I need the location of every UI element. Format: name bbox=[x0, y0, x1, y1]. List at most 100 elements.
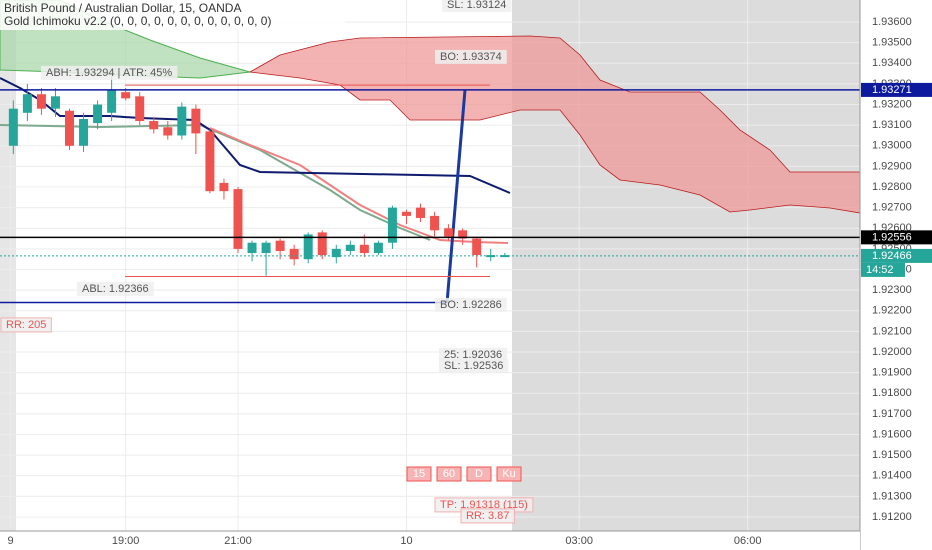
candle-body bbox=[135, 96, 145, 122]
chart-title: British Pound / Australian Dollar, 15, O… bbox=[4, 1, 241, 15]
price-badge bbox=[861, 82, 932, 97]
timeframe-button-label[interactable]: 60 bbox=[443, 468, 455, 480]
annotation-box bbox=[435, 297, 507, 312]
candle-body bbox=[444, 228, 454, 237]
y-tick-label: 1.93200 bbox=[872, 98, 912, 110]
candle-body bbox=[50, 96, 60, 109]
y-tick-label: 1.93100 bbox=[872, 119, 912, 131]
annotation-box bbox=[439, 347, 508, 362]
countdown-label: 14:52 bbox=[866, 264, 894, 276]
y-tick-label: 1.92300 bbox=[872, 284, 912, 296]
y-tick-label: 1.91800 bbox=[872, 387, 912, 399]
candle-body bbox=[177, 106, 187, 136]
annotation: ABH: 1.93294 | ATR: 45% bbox=[46, 67, 172, 79]
candle-body bbox=[458, 230, 468, 239]
annotation: BO: 1.93374 bbox=[440, 51, 502, 63]
annotation: TP: 1.91318 (115) bbox=[440, 499, 528, 511]
candle-body bbox=[205, 131, 215, 192]
candle-body bbox=[93, 104, 103, 124]
annotation-box bbox=[0, 317, 52, 333]
candle-body bbox=[65, 110, 74, 146]
y-tick-label: 1.91200 bbox=[872, 511, 912, 523]
timeframe-button-label[interactable]: D bbox=[475, 468, 483, 480]
candle-body bbox=[275, 240, 285, 251]
candle-body bbox=[22, 94, 32, 113]
countdown-badge bbox=[861, 262, 905, 277]
annotation: RR: 3.87 bbox=[466, 510, 509, 522]
candle-body bbox=[345, 244, 355, 251]
y-tick-label: 1.93400 bbox=[872, 57, 912, 69]
y-tick-label: 1.92800 bbox=[872, 181, 912, 193]
price-badge-label: 1.92466 bbox=[872, 250, 912, 262]
x-tick-label: 06:00 bbox=[734, 535, 762, 547]
y-tick-label: 1.92200 bbox=[872, 305, 912, 317]
candle-body bbox=[8, 108, 18, 146]
candle-body bbox=[331, 248, 341, 258]
conversion-line bbox=[0, 77, 511, 194]
time-axis bbox=[0, 531, 860, 550]
candle-body bbox=[486, 255, 496, 258]
timeframe-button-label[interactable]: 15 bbox=[413, 468, 425, 480]
candle-body bbox=[233, 189, 243, 249]
breakout-line bbox=[445, 89, 467, 304]
x-tick-label: 9 bbox=[7, 535, 13, 547]
y-tick-label: 1.93600 bbox=[872, 16, 912, 28]
indicator-name: Gold Ichimoku v2.2 (0, 0, 0, 0, 0, 0, 0,… bbox=[4, 14, 271, 28]
candle-body bbox=[219, 182, 229, 192]
candle-body bbox=[373, 242, 383, 254]
candle-body bbox=[261, 242, 271, 254]
annotation: SL: 1.92536 bbox=[444, 360, 503, 372]
x-tick-label: 19:00 bbox=[112, 535, 140, 547]
candle-body bbox=[79, 118, 89, 146]
price-badge bbox=[861, 248, 932, 263]
cloud-bear bbox=[248, 35, 861, 214]
candle-body bbox=[36, 94, 46, 109]
annotation-box bbox=[442, 0, 512, 12]
y-tick-label: 1.91900 bbox=[872, 367, 912, 379]
x-tick-label: 10 bbox=[400, 535, 412, 547]
candle-body bbox=[121, 92, 131, 99]
annotation: RR: 205 bbox=[6, 319, 46, 331]
candle-body bbox=[149, 121, 159, 130]
timeframe-button bbox=[466, 466, 492, 482]
y-tick-label: 1.92900 bbox=[872, 160, 912, 172]
annotation: BO: 1.92286 bbox=[440, 299, 502, 311]
annotation: ABL: 1.92366 bbox=[82, 283, 149, 295]
price-badge-label: 1.93271 bbox=[872, 84, 912, 96]
y-tick-label: 1.93000 bbox=[872, 140, 912, 152]
candle-body bbox=[401, 211, 411, 216]
candle-body bbox=[191, 108, 201, 134]
y-tick-label: 1.91700 bbox=[872, 408, 912, 420]
x-tick-label: 21:00 bbox=[224, 535, 252, 547]
axes: 1.91200 1.91300 1.91400 1.91500 1.91600 1.917… bbox=[7, 16, 932, 547]
candle-body bbox=[247, 242, 257, 254]
candle-body bbox=[163, 127, 173, 136]
annotation-box bbox=[460, 508, 515, 524]
moving-average bbox=[209, 127, 509, 244]
candle-body bbox=[472, 238, 482, 256]
candle-body bbox=[317, 232, 327, 256]
y-tick-label: 1.92100 bbox=[872, 325, 912, 337]
y-tick-label: 1.91300 bbox=[872, 490, 912, 502]
candle-body bbox=[107, 90, 117, 113]
annotation-box bbox=[77, 281, 154, 296]
timeframe-button-label[interactable]: Ku bbox=[502, 468, 515, 480]
price-badge-label: 1.92556 bbox=[872, 231, 912, 243]
annotation: 25: 1.92036 bbox=[444, 349, 502, 361]
y-tick-label: 1.91500 bbox=[872, 449, 912, 461]
y-tick-label: 1.91400 bbox=[872, 470, 912, 482]
x-tick-label: 03:00 bbox=[565, 535, 593, 547]
marks: SL: 1.93124 BO: 1.93374 ABH: 1.93294 | ATR… bbox=[0, 0, 860, 524]
y-tick-label: 1.92000 bbox=[872, 346, 912, 358]
candle-body bbox=[289, 248, 299, 260]
annotation: SL: 1.93124 bbox=[447, 0, 506, 11]
candle-body bbox=[303, 234, 313, 260]
y-tick-label: 1.93500 bbox=[872, 37, 912, 49]
timeframe-button bbox=[496, 466, 522, 482]
candle-body bbox=[387, 207, 397, 243]
annotation-box bbox=[435, 49, 507, 64]
candle-body bbox=[416, 207, 426, 218]
y-tick-label: 1.91600 bbox=[872, 428, 912, 440]
annotation-box bbox=[41, 65, 178, 80]
